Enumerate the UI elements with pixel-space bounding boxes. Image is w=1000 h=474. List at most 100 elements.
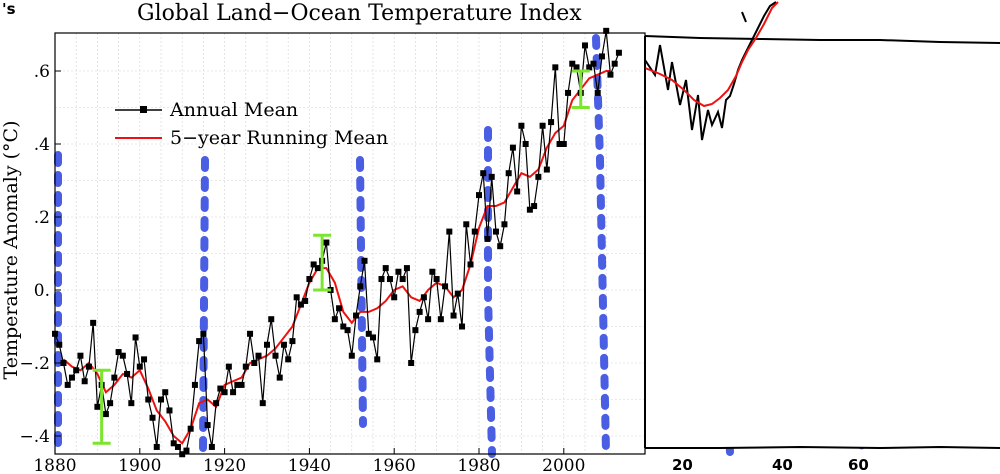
annual-mean-point bbox=[382, 265, 389, 272]
x-tick-label: 1960 bbox=[373, 456, 416, 474]
annual-mean-point bbox=[242, 363, 249, 370]
overlay-top-line bbox=[644, 35, 1000, 44]
annual-mean-point bbox=[217, 385, 224, 392]
x-tick-label: 2000 bbox=[542, 456, 585, 474]
annual-mean-point bbox=[247, 330, 254, 337]
annual-mean-point bbox=[548, 119, 555, 126]
annual-mean-point bbox=[272, 352, 279, 359]
annual-mean-point bbox=[480, 170, 487, 177]
annual-mean-point bbox=[505, 170, 512, 177]
running-mean-line bbox=[62, 70, 611, 445]
chart-title: Global Land−Ocean Temperature Index bbox=[137, 1, 582, 26]
handwritten-label-20: 20 bbox=[672, 456, 693, 474]
annual-mean-point bbox=[259, 400, 266, 407]
annual-mean-point bbox=[569, 60, 576, 67]
annual-mean-point bbox=[615, 49, 622, 56]
annual-mean-point bbox=[454, 290, 461, 297]
y-axis-label: Temperature Anomaly (°C) bbox=[0, 121, 22, 380]
annual-mean-point bbox=[594, 89, 601, 96]
annual-mean-point bbox=[509, 144, 516, 151]
y-tick-label: −.4 bbox=[20, 427, 50, 447]
annual-mean-point bbox=[145, 396, 152, 403]
running-mean-series bbox=[62, 70, 611, 445]
annual-mean-point bbox=[102, 411, 109, 418]
annual-mean-point bbox=[340, 323, 347, 330]
annual-mean-line bbox=[54, 30, 620, 456]
annual-mean-point bbox=[531, 203, 538, 210]
annual-mean-point bbox=[399, 276, 406, 283]
annual-mean-point bbox=[467, 261, 474, 268]
annual-mean-point bbox=[348, 352, 355, 359]
annual-mean-point bbox=[412, 327, 419, 334]
annual-mean-point bbox=[289, 338, 296, 345]
annual-mean-point bbox=[543, 166, 550, 173]
overlay-bottom-line bbox=[645, 445, 1000, 450]
annual-mean-point bbox=[471, 228, 478, 235]
annual-mean-point bbox=[293, 294, 300, 301]
annual-mean-point bbox=[403, 265, 410, 272]
annual-mean-point bbox=[297, 301, 304, 308]
annual-mean-point bbox=[128, 400, 135, 407]
legend: Annual Mean 5−year Running Mean bbox=[115, 99, 388, 149]
annual-mean-point bbox=[408, 360, 415, 366]
annual-mean-point bbox=[166, 407, 173, 414]
annual-mean-point bbox=[420, 294, 427, 301]
annual-mean-point bbox=[56, 341, 63, 348]
annual-mean-point bbox=[111, 374, 118, 381]
annual-mean-point bbox=[302, 297, 309, 304]
annual-mean-point bbox=[607, 71, 614, 78]
x-tick-label: 1880 bbox=[33, 456, 76, 474]
plot-border bbox=[54, 32, 646, 455]
annual-mean-point bbox=[191, 381, 198, 388]
annual-mean-point bbox=[603, 27, 610, 34]
annual-mean-point bbox=[429, 268, 436, 275]
annual-mean-point bbox=[560, 141, 567, 147]
blue-dash-stroke bbox=[592, 34, 610, 456]
annual-mean-point bbox=[535, 173, 542, 180]
annual-mean-point bbox=[314, 265, 321, 272]
blue-dash-stroke bbox=[356, 156, 367, 428]
annual-mean-point bbox=[60, 360, 67, 366]
annual-mean-point bbox=[119, 352, 126, 359]
annual-mean-point bbox=[425, 316, 432, 323]
x-tick-labels: 1880 1900 1920 1940 1960 1980 2000 bbox=[33, 448, 585, 474]
annual-mean-point bbox=[336, 305, 343, 312]
annual-mean-point bbox=[598, 53, 605, 60]
annual-mean-point bbox=[416, 308, 423, 315]
annual-mean-point bbox=[611, 60, 618, 67]
annual-mean-point bbox=[149, 414, 156, 421]
legend-annual-marker bbox=[140, 106, 147, 113]
y-tick-label: .4 bbox=[34, 135, 50, 155]
annual-mean-point bbox=[518, 122, 525, 129]
annual-mean-point bbox=[153, 443, 160, 450]
annual-mean-point bbox=[331, 316, 338, 323]
annual-mean-point bbox=[565, 89, 572, 96]
annual-mean-point bbox=[158, 396, 164, 403]
annual-mean-point bbox=[446, 228, 453, 235]
annual-mean-point bbox=[556, 141, 563, 147]
annual-mean-point bbox=[395, 268, 402, 275]
annual-mean-point bbox=[374, 356, 381, 363]
annual-mean-point bbox=[208, 443, 215, 450]
annual-mean-point bbox=[107, 400, 114, 407]
overlay-panel-mask bbox=[645, 36, 1000, 448]
corner-mark: 's bbox=[2, 0, 16, 18]
y-tick-label: −.2 bbox=[20, 354, 50, 374]
error-bars bbox=[92, 69, 590, 445]
annual-mean-point bbox=[476, 192, 482, 199]
annual-mean-point bbox=[234, 381, 241, 388]
annual-mean-point bbox=[361, 257, 368, 264]
annual-mean-point bbox=[492, 228, 499, 235]
annual-mean-point bbox=[353, 312, 360, 319]
annual-mean-point bbox=[170, 440, 177, 447]
annual-mean-point bbox=[526, 206, 533, 213]
annual-mean-point bbox=[539, 122, 546, 129]
annual-mean-point bbox=[64, 381, 71, 388]
x-tick-label: 1980 bbox=[457, 456, 500, 474]
annual-mean-point bbox=[162, 389, 169, 396]
x-tick-label: 1900 bbox=[118, 456, 161, 474]
handwritten-label-60: 60 bbox=[848, 456, 869, 474]
overlay-red-trace bbox=[644, 1, 779, 108]
